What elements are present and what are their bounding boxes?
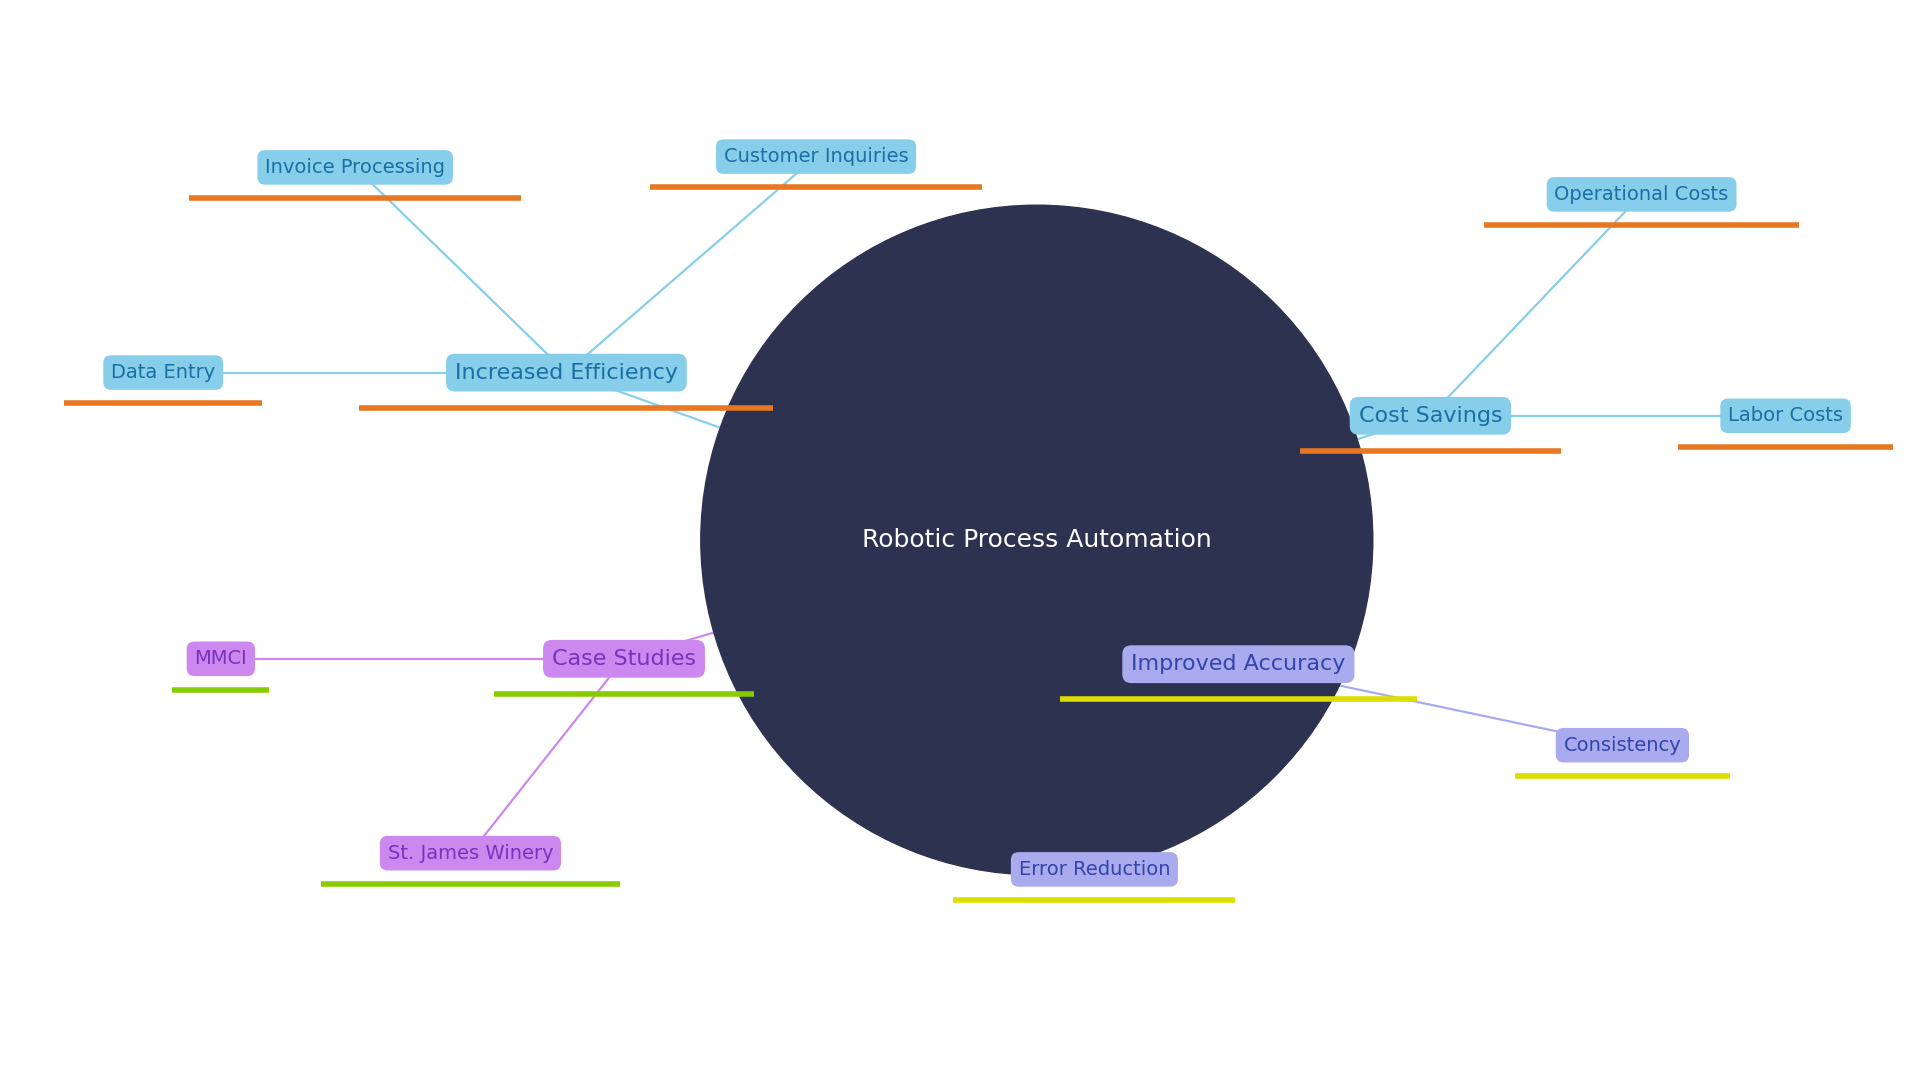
Text: St. James Winery: St. James Winery	[388, 843, 553, 863]
Text: Robotic Process Automation: Robotic Process Automation	[862, 528, 1212, 552]
Text: Error Reduction: Error Reduction	[1020, 860, 1169, 879]
Text: Operational Costs: Operational Costs	[1555, 185, 1728, 204]
Text: Increased Efficiency: Increased Efficiency	[455, 363, 678, 382]
Ellipse shape	[701, 205, 1373, 875]
Text: MMCI: MMCI	[194, 649, 248, 669]
Text: Consistency: Consistency	[1563, 735, 1682, 755]
Text: Data Entry: Data Entry	[111, 363, 215, 382]
Text: Customer Inquiries: Customer Inquiries	[724, 147, 908, 166]
Text: Cost Savings: Cost Savings	[1359, 406, 1501, 426]
Text: Invoice Processing: Invoice Processing	[265, 158, 445, 177]
Text: Labor Costs: Labor Costs	[1728, 406, 1843, 426]
Text: Improved Accuracy: Improved Accuracy	[1131, 654, 1346, 674]
Text: Case Studies: Case Studies	[551, 649, 697, 669]
